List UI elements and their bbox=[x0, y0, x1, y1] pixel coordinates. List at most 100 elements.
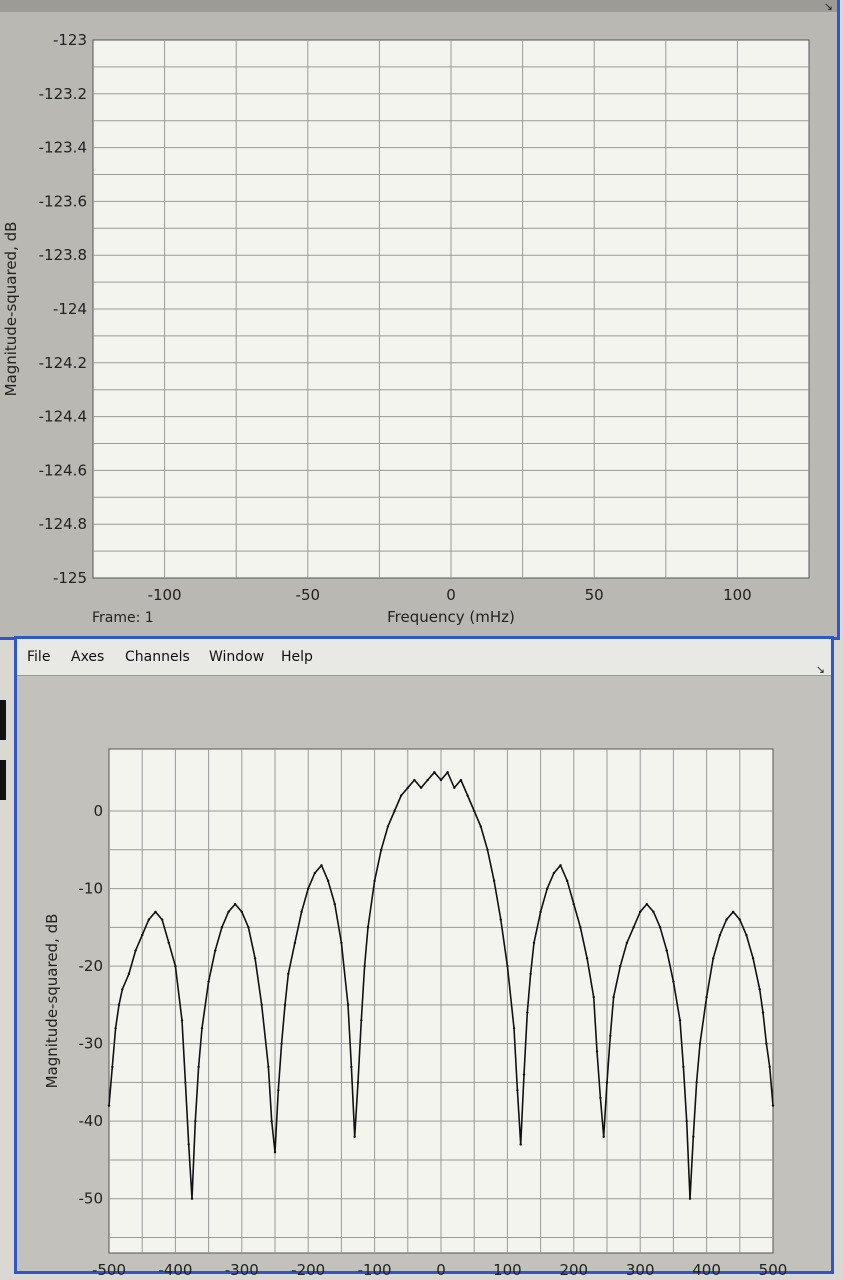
x-tick-label: -200 bbox=[291, 1261, 325, 1275]
y-tick-label: -20 bbox=[79, 957, 104, 975]
data-point bbox=[765, 1042, 768, 1045]
data-point bbox=[287, 972, 290, 976]
data-point bbox=[625, 941, 629, 945]
data-point bbox=[350, 1065, 353, 1069]
menu-help[interactable]: Help bbox=[281, 649, 313, 665]
x-tick-label: 100 bbox=[723, 586, 752, 604]
data-point bbox=[147, 918, 151, 921]
data-point bbox=[546, 887, 549, 890]
y-tick-label: -125 bbox=[53, 569, 87, 587]
x-tick-label: 0 bbox=[446, 586, 456, 604]
data-point bbox=[602, 1135, 605, 1138]
data-point bbox=[609, 1034, 612, 1038]
data-point bbox=[433, 771, 436, 774]
data-point bbox=[141, 933, 144, 937]
data-point bbox=[346, 1003, 350, 1007]
data-point bbox=[466, 794, 469, 797]
data-point bbox=[705, 995, 708, 999]
data-point bbox=[240, 910, 243, 914]
data-point bbox=[688, 1197, 692, 1200]
data-point bbox=[333, 902, 336, 906]
data-point bbox=[313, 871, 317, 875]
y-tick-label: -124.2 bbox=[39, 354, 87, 372]
y-tick-label: -123 bbox=[53, 31, 87, 49]
data-point bbox=[121, 988, 124, 991]
data-point bbox=[565, 879, 569, 883]
frame-label: Frame: 1 bbox=[92, 610, 154, 626]
chart-frame-4: -500 -400 -300 -200 -100 0 100 200 300 400 500 0 -10… bbox=[43, 748, 787, 1275]
data-point bbox=[111, 1065, 114, 1069]
data-point bbox=[107, 1104, 111, 1107]
data-point bbox=[599, 1096, 602, 1100]
data-point bbox=[184, 1081, 187, 1084]
data-point bbox=[658, 926, 662, 929]
data-point bbox=[360, 1019, 363, 1022]
x-tick-label: 200 bbox=[559, 1261, 588, 1275]
menu-bar: File Axes Channels Window Help bbox=[17, 639, 831, 676]
data-point bbox=[307, 887, 310, 890]
data-point bbox=[731, 910, 735, 914]
window-resize-icon[interactable]: ↘ bbox=[815, 663, 825, 676]
data-point bbox=[585, 957, 589, 960]
x-tick-label: 400 bbox=[692, 1261, 721, 1275]
data-point bbox=[718, 933, 722, 937]
y-axis-label: Magnitude-squared, dB bbox=[2, 222, 20, 397]
background-edge-mark bbox=[0, 760, 6, 800]
menu-window[interactable]: Window bbox=[209, 649, 265, 665]
data-point bbox=[393, 809, 396, 813]
data-point bbox=[695, 1081, 698, 1084]
menu-channels[interactable]: Channels bbox=[125, 649, 190, 665]
menu-file[interactable]: File bbox=[27, 649, 51, 665]
x-tick-label: 300 bbox=[626, 1261, 655, 1275]
data-point bbox=[652, 910, 655, 914]
data-point bbox=[529, 972, 532, 976]
data-point bbox=[197, 1065, 200, 1069]
data-point bbox=[685, 1119, 688, 1123]
data-point bbox=[698, 1042, 702, 1045]
data-point bbox=[253, 957, 257, 960]
data-point bbox=[532, 941, 536, 945]
data-point bbox=[519, 1143, 522, 1146]
data-point bbox=[426, 778, 429, 782]
chart-frame-1: -100 -50 0 50 100 -123 -123.2 -123.4 -123.6 -123.… bbox=[2, 31, 810, 626]
y-tick-label: -40 bbox=[79, 1112, 104, 1130]
y-tick-label: -30 bbox=[79, 1035, 104, 1053]
data-point bbox=[758, 988, 761, 991]
y-tick-label: 0 bbox=[93, 802, 103, 820]
data-point bbox=[366, 926, 370, 929]
data-point bbox=[612, 995, 615, 999]
data-point bbox=[277, 1088, 280, 1092]
data-point bbox=[114, 1026, 117, 1030]
data-point bbox=[207, 980, 210, 983]
data-point bbox=[579, 926, 582, 929]
data-point bbox=[320, 864, 323, 867]
x-tick-label: -300 bbox=[225, 1261, 259, 1275]
data-point bbox=[473, 809, 476, 813]
data-point bbox=[227, 910, 230, 914]
data-point bbox=[180, 1019, 184, 1022]
menu-axes[interactable]: Axes bbox=[71, 649, 105, 665]
data-point bbox=[399, 794, 403, 797]
data-point bbox=[419, 786, 423, 789]
data-point bbox=[283, 1003, 287, 1007]
data-point bbox=[190, 1197, 194, 1200]
data-point bbox=[572, 902, 575, 906]
data-point bbox=[761, 1011, 765, 1014]
data-point bbox=[492, 879, 496, 883]
data-point bbox=[293, 941, 297, 945]
data-point bbox=[247, 926, 250, 929]
data-point bbox=[506, 964, 509, 968]
data-point bbox=[665, 949, 668, 952]
data-point bbox=[512, 1026, 516, 1030]
data-point bbox=[522, 1073, 526, 1076]
data-point bbox=[745, 933, 748, 937]
y-tick-label: -123.6 bbox=[39, 192, 87, 210]
window-resize-icon[interactable]: ↘ bbox=[823, 0, 833, 13]
data-point bbox=[267, 1065, 270, 1069]
data-point bbox=[738, 918, 741, 921]
data-point bbox=[439, 778, 443, 782]
data-point bbox=[273, 1151, 277, 1154]
data-point bbox=[552, 871, 556, 875]
data-point bbox=[672, 980, 675, 983]
data-point bbox=[260, 1003, 263, 1007]
